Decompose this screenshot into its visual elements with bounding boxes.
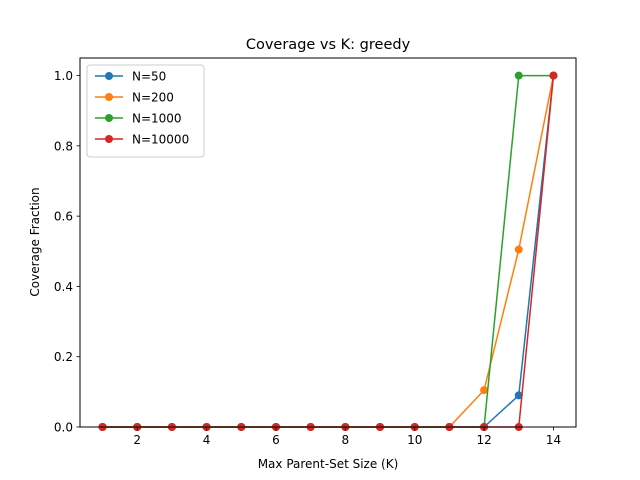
- chart-title: Coverage vs K: greedy: [246, 37, 411, 53]
- x-tick-label: 8: [342, 433, 350, 447]
- x-axis-ticks: 2 4 6 8 10 12 14: [133, 427, 561, 447]
- legend-item: N=10000: [95, 133, 189, 147]
- y-tick-label: 0.2: [54, 350, 73, 364]
- y-tick-label: 0.6: [54, 210, 73, 224]
- axes-frame: [79, 57, 577, 428]
- data-point: [480, 386, 489, 395]
- data-point: [514, 391, 523, 400]
- y-tick-label: 1.0: [54, 69, 73, 83]
- legend-item: N=1000: [95, 112, 182, 126]
- legend-label: N=10000: [132, 133, 189, 147]
- legend-marker: [105, 114, 113, 122]
- legend-label: N=1000: [132, 112, 182, 126]
- x-axis-label: Max Parent-Set Size (K): [258, 457, 399, 471]
- legend: N=50 N=200 N=1000 N=10000: [86, 64, 205, 158]
- x-tick-label: 12: [476, 433, 491, 447]
- legend-box: [86, 64, 205, 158]
- data-point: [514, 71, 523, 80]
- x-tick-label: 14: [546, 433, 561, 447]
- legend-label: N=200: [132, 91, 174, 105]
- data-point: [549, 71, 558, 80]
- y-tick-label: 0.8: [54, 139, 73, 153]
- y-tick-label: 0.0: [54, 421, 73, 435]
- x-tick-label: 2: [133, 433, 141, 447]
- y-axis-ticks: 0.0 0.2 0.4 0.6 0.8 1.0: [54, 69, 80, 435]
- legend-label: N=50: [132, 70, 166, 84]
- legend-marker: [105, 72, 113, 80]
- y-tick-label: 0.4: [54, 280, 73, 294]
- y-axis-label: Coverage Fraction: [28, 187, 42, 296]
- x-tick-label: 10: [407, 433, 422, 447]
- legend-marker: [105, 93, 113, 101]
- legend-item: N=50: [95, 70, 166, 84]
- legend-item: N=200: [95, 91, 174, 105]
- data-point: [514, 245, 523, 254]
- legend-marker: [105, 135, 113, 143]
- x-tick-label: 4: [203, 433, 211, 447]
- x-tick-label: 6: [272, 433, 280, 447]
